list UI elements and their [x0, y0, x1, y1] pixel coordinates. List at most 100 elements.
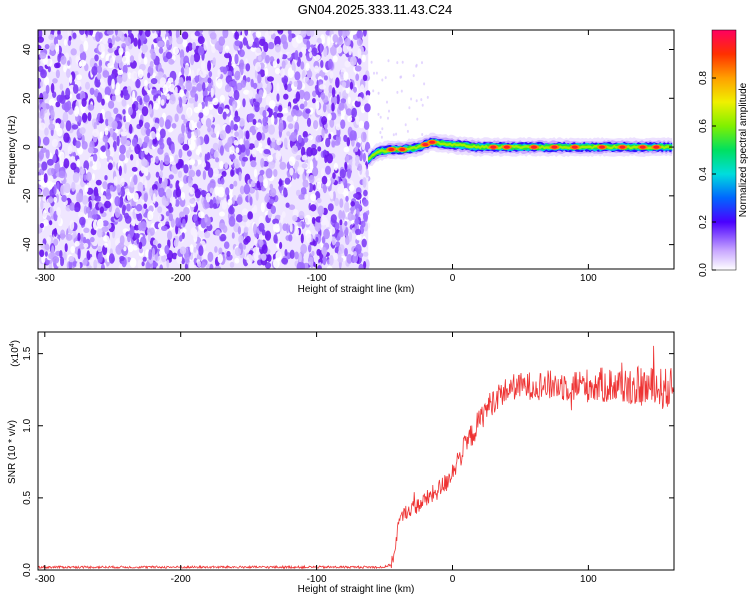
noise-blob: [265, 168, 273, 179]
noise-blob: [141, 261, 145, 267]
noise-blob: [184, 263, 188, 269]
x-tick-label: -300: [35, 273, 55, 284]
faint-dot: [423, 82, 426, 86]
noise-blob: [308, 174, 315, 184]
noise-blob: [93, 259, 98, 269]
noise-blob: [193, 52, 201, 63]
noise-blob: [94, 195, 102, 202]
noise-blob: [78, 211, 85, 218]
noise-blob: [240, 144, 246, 153]
noise-blob: [271, 141, 276, 149]
noise-blob: [46, 158, 54, 166]
faint-dot: [426, 95, 429, 99]
noise-blob: [123, 115, 127, 123]
noise-blob: [355, 228, 362, 236]
noise-blob: [197, 261, 202, 268]
noise-blob: [46, 58, 53, 67]
noise-blob: [45, 259, 50, 265]
noise-blob: [79, 30, 85, 36]
noise-blob: [202, 106, 210, 116]
noise-blob: [330, 214, 337, 224]
noise-blob: [363, 189, 368, 197]
noise-blob: [189, 198, 195, 205]
noise-blob: [356, 30, 364, 39]
noise-blob: [81, 134, 85, 145]
signal-peak: [429, 140, 436, 144]
noise-blob: [331, 102, 335, 112]
faint-dot: [420, 98, 423, 102]
y-tick-label: 1.0: [22, 418, 33, 432]
noise-blob: [149, 60, 154, 69]
noise-blob: [247, 211, 253, 220]
noise-blob: [228, 216, 236, 227]
noise-blob: [184, 64, 190, 76]
noise-blob: [120, 186, 126, 197]
noise-blob: [324, 128, 328, 134]
noise-blob: [283, 93, 289, 100]
noise-blob: [200, 190, 207, 196]
noise-blob: [53, 238, 59, 246]
noise-blob: [272, 218, 279, 225]
noise-blob: [86, 171, 92, 182]
noise-blob: [80, 168, 85, 175]
noise-blob: [284, 249, 288, 257]
noise-blob: [159, 77, 167, 86]
noise-blob: [168, 58, 175, 65]
noise-blob: [342, 30, 347, 39]
noise-blob: [51, 138, 59, 148]
noise-blob: [214, 265, 222, 269]
noise-blob: [293, 81, 298, 87]
noise-blob: [157, 71, 164, 78]
noise-blob: [52, 255, 60, 264]
noise-blob: [42, 187, 50, 197]
noise-blob: [355, 154, 360, 164]
noise-blob: [288, 156, 296, 167]
noise-blob: [180, 191, 186, 201]
noise-blob: [253, 204, 258, 213]
noise-blob: [181, 114, 186, 121]
noise-blob: [195, 220, 199, 227]
noise-blob: [353, 193, 359, 199]
noise-blob: [200, 61, 206, 70]
noise-blob: [325, 137, 331, 148]
noise-blob: [254, 139, 259, 148]
x-tick-label: 0: [450, 273, 456, 284]
noise-blob: [63, 65, 67, 73]
noise-blob: [76, 261, 81, 269]
noise-blob: [204, 231, 211, 239]
noise-blob: [208, 104, 214, 110]
noise-blob: [337, 249, 342, 261]
noise-blob: [240, 66, 244, 76]
noise-blob: [166, 137, 172, 146]
noise-blob: [63, 132, 70, 143]
noise-blob: [74, 240, 80, 247]
noise-blob: [231, 30, 236, 34]
noise-blob: [79, 43, 84, 54]
noise-blob: [126, 233, 131, 243]
noise-blob: [250, 180, 256, 188]
noise-blob: [228, 81, 236, 87]
noise-blob: [343, 134, 348, 142]
noise-blob: [278, 122, 284, 133]
noise-blob: [52, 78, 58, 84]
noise-blob: [356, 38, 363, 47]
noise-blob: [58, 170, 66, 179]
noise-blob: [127, 30, 132, 37]
noise-blob: [71, 181, 76, 192]
noise-blob: [94, 77, 101, 88]
noise-blob: [222, 111, 227, 120]
noise-blob: [336, 46, 343, 54]
faint-dot: [387, 116, 389, 120]
noise-blob: [233, 89, 240, 101]
noise-blob: [358, 120, 365, 129]
noise-blob: [233, 195, 237, 201]
noise-blob: [242, 37, 248, 46]
noise-blob: [303, 136, 309, 143]
noise-blob: [179, 246, 187, 255]
noise-blob: [332, 34, 339, 43]
noise-blob: [102, 135, 109, 143]
noise-blob: [68, 255, 75, 263]
noise-blob: [188, 97, 195, 104]
noise-blob: [229, 183, 234, 190]
